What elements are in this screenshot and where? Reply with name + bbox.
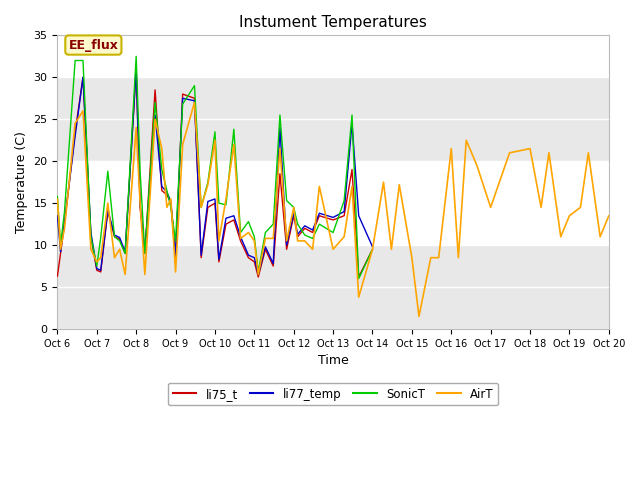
X-axis label: Time: Time	[317, 354, 349, 367]
Legend: li75_t, li77_temp, SonicT, AirT: li75_t, li77_temp, SonicT, AirT	[168, 383, 499, 405]
Y-axis label: Temperature (C): Temperature (C)	[15, 131, 28, 233]
Title: Instument Temperatures: Instument Temperatures	[239, 15, 427, 30]
Bar	[58, 245, 609, 329]
Bar	[58, 77, 609, 161]
Text: EE_flux: EE_flux	[68, 38, 118, 51]
